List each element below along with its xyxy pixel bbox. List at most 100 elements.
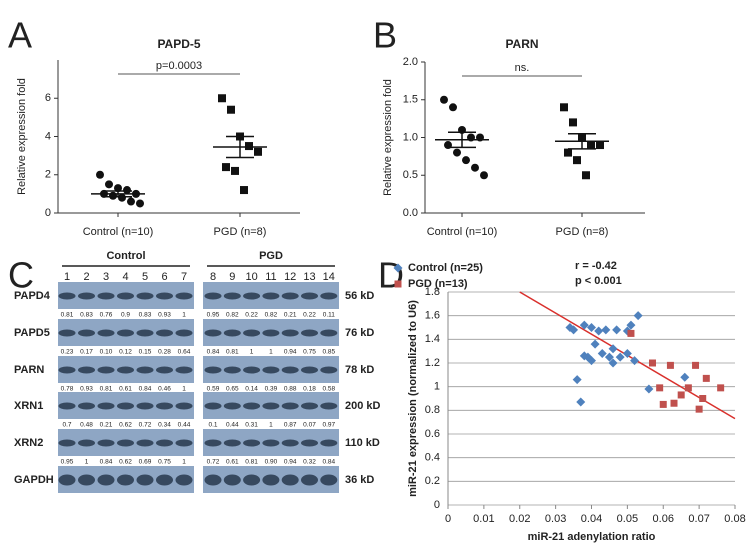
x-tick-label: 0.03: [545, 513, 566, 525]
band: [175, 329, 193, 337]
point: [579, 320, 589, 330]
quant-label: 0.11: [323, 312, 336, 319]
point: [666, 361, 674, 369]
dot: [227, 105, 235, 114]
dot: [123, 186, 131, 195]
panel-label: B: [373, 15, 397, 56]
dot: [109, 191, 117, 200]
lane-label: 7: [181, 271, 187, 283]
quant-label: 0.28: [158, 349, 171, 356]
quant-label: 0.76: [100, 312, 113, 319]
point: [692, 361, 700, 369]
quant-label: 0.1: [208, 422, 217, 429]
band: [78, 474, 95, 486]
band: [301, 474, 318, 486]
quant-label: 0.14: [245, 386, 258, 393]
band: [204, 402, 222, 410]
quant-label: 0.82: [265, 312, 278, 319]
band: [320, 402, 338, 410]
dot: [440, 95, 448, 104]
band: [262, 474, 280, 486]
quant-label: 0.93: [158, 312, 171, 319]
dot: [114, 184, 122, 193]
error-bar: [568, 132, 596, 150]
lane-label: 3: [103, 271, 109, 283]
quant-label: 0.34: [158, 422, 171, 429]
y-tick-label: 0: [45, 207, 51, 219]
quant-label: 0.84: [322, 459, 335, 466]
band: [320, 366, 338, 374]
point: [615, 352, 625, 362]
band: [223, 474, 241, 486]
band: [136, 474, 154, 486]
band: [58, 474, 76, 486]
band: [204, 329, 222, 337]
quant-label: 0.81: [100, 386, 113, 393]
row-label: PAPD5: [14, 327, 50, 339]
point: [594, 326, 604, 336]
band: [204, 366, 222, 374]
y-tick-label: 0.8: [425, 404, 440, 416]
band: [58, 439, 76, 447]
quant-label: 0.94: [284, 349, 297, 356]
band: [320, 474, 338, 486]
band: [117, 329, 134, 337]
band: [156, 366, 173, 374]
x-tick-label: 0.02: [509, 513, 530, 525]
dot: [245, 142, 253, 151]
lane-label: 1: [64, 271, 70, 283]
band: [156, 439, 173, 447]
size-label: 36 kD: [345, 474, 374, 486]
lane-label: 13: [303, 271, 315, 283]
lane-label: 14: [323, 271, 335, 283]
band: [262, 329, 280, 337]
dot: [105, 180, 113, 189]
quant-label: 0.90: [265, 459, 278, 466]
quant-label: 1: [269, 349, 273, 356]
band: [223, 292, 241, 300]
quant-label: 0.75: [158, 459, 171, 466]
row-label: PARN: [14, 364, 44, 376]
dot: [96, 170, 104, 179]
band: [301, 402, 318, 410]
point: [587, 356, 596, 366]
lane-label: 12: [284, 271, 296, 283]
quant-label: 1: [182, 386, 186, 393]
quant-label: 0.32: [303, 459, 316, 466]
band: [117, 366, 134, 374]
lane-label: 2: [83, 271, 89, 283]
band: [175, 292, 193, 300]
lane-label: 11: [265, 271, 276, 283]
x-tick-label: 0: [445, 513, 451, 525]
band: [301, 329, 318, 337]
y-tick-label: 1.5: [403, 94, 418, 106]
size-label: 56 kD: [345, 290, 374, 302]
band: [243, 292, 261, 300]
quant-label: 1: [182, 312, 186, 319]
band: [97, 439, 115, 447]
quant-label: 0.62: [119, 422, 132, 429]
quant-label: 0.15: [139, 349, 152, 356]
quant-label: 0.12: [119, 349, 132, 356]
band: [58, 402, 76, 410]
band: [281, 439, 299, 447]
quant-label: 0.46: [158, 386, 171, 393]
y-tick-label: 1.8: [425, 286, 440, 298]
quant-label: 0.65: [226, 386, 239, 393]
point: [695, 405, 703, 413]
point: [604, 352, 614, 362]
y-tick-label: 0.0: [403, 207, 418, 219]
quant-label: 1: [182, 459, 186, 466]
quant-label: 0.39: [265, 386, 278, 393]
x-tick-label: 0.05: [617, 513, 638, 525]
quant-label: 0.64: [178, 349, 191, 356]
point: [702, 374, 710, 382]
band: [320, 439, 338, 447]
quant-label: 0.84: [100, 459, 113, 466]
quant-label: 0.72: [207, 459, 220, 466]
band: [78, 402, 95, 410]
band: [78, 439, 95, 447]
quant-label: 0.95: [207, 312, 220, 319]
